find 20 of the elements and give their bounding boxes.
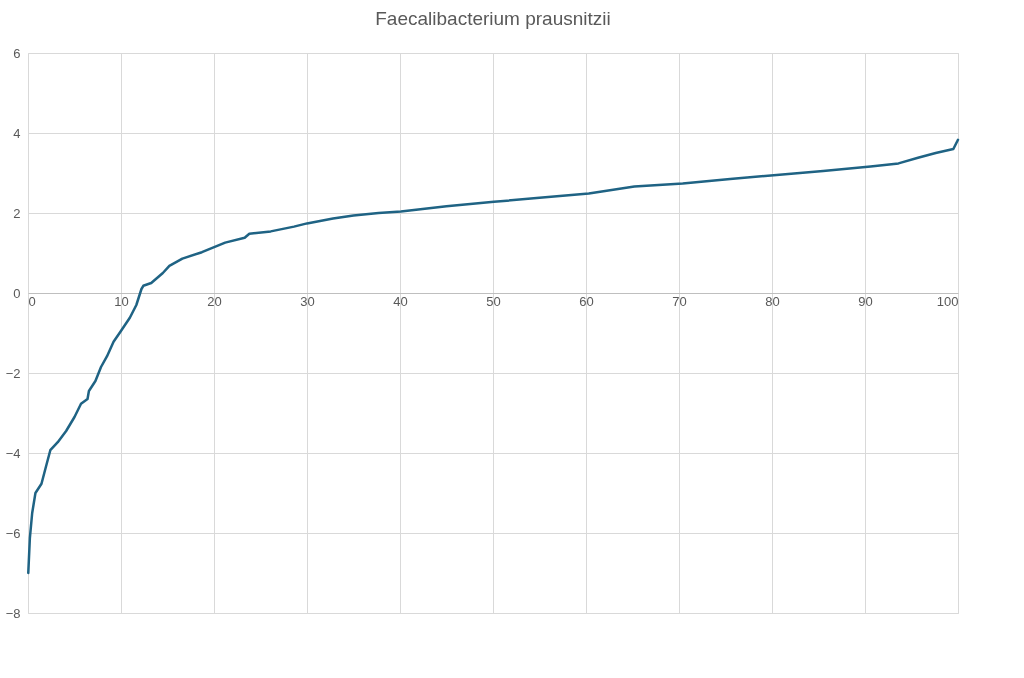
x-tick-label: 100 xyxy=(936,293,959,309)
chart-title: Faecalibacterium prausnitzii xyxy=(375,8,611,29)
x-tick-label: 70 xyxy=(672,293,687,309)
x-tick-label: 80 xyxy=(765,293,780,309)
y-tick-label: −2 xyxy=(5,365,21,381)
x-tick-label: 0 xyxy=(28,293,36,309)
x-tick-label: 10 xyxy=(114,293,129,309)
x-tick-label: 20 xyxy=(207,293,222,309)
y-tick-label: 6 xyxy=(13,45,21,61)
y-tick-label: −4 xyxy=(5,445,21,461)
y-tick-label: −8 xyxy=(5,605,21,621)
x-tick-label: 30 xyxy=(300,293,315,309)
x-tick-label: 60 xyxy=(579,293,594,309)
line-series xyxy=(27,138,960,575)
y-tick-label: −6 xyxy=(5,525,21,541)
x-tick-label: 90 xyxy=(858,293,873,309)
x-tick-label: 50 xyxy=(486,293,501,309)
y-tick-label: 4 xyxy=(13,125,21,141)
x-tick-label: 40 xyxy=(393,293,408,309)
y-tick-label: 2 xyxy=(13,205,21,221)
